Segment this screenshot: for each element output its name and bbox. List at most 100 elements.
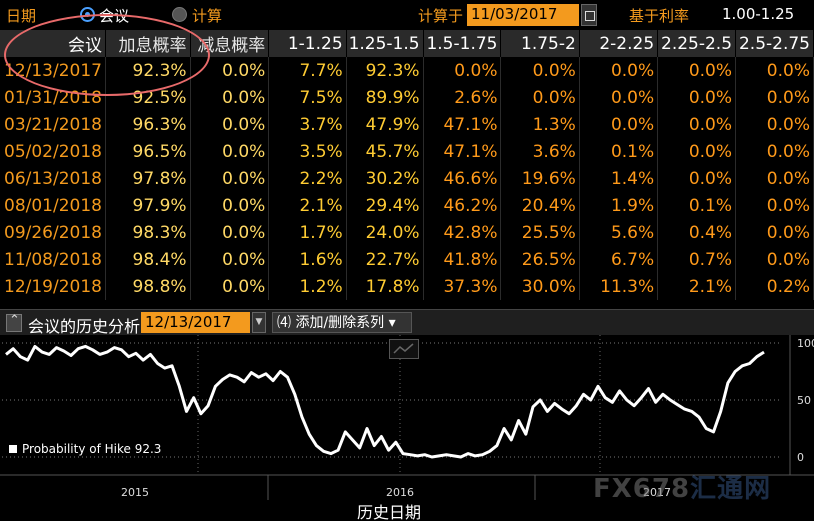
hike-prob-cell: 96.5% <box>105 138 191 165</box>
meeting-date-cell: 12/19/2018 <box>0 273 106 300</box>
collapse-icon[interactable] <box>6 313 22 332</box>
radio-meeting[interactable] <box>80 7 95 22</box>
range-prob-cell: 0.0% <box>735 192 814 219</box>
range-prob-cell: 46.6% <box>423 165 502 192</box>
range-prob-cell: 0.0% <box>500 84 580 111</box>
range-prob-cell: 92.3% <box>346 57 424 84</box>
range-prob-cell: 17.8% <box>346 273 424 300</box>
history-panel-title: 会议的历史分析 <box>28 317 141 336</box>
range-prob-cell: 3.7% <box>268 111 347 138</box>
range-prob-cell: 0.0% <box>579 111 659 138</box>
cut-prob-cell: 0.0% <box>190 84 270 111</box>
range-prob-cell: 1.7% <box>268 219 347 246</box>
meeting-date-cell: 01/31/2018 <box>0 84 106 111</box>
table-row[interactable]: 11/08/2018 98.4% 0.0% 1.6% 22.7% 41.8% 26.5% 6.… <box>0 246 814 273</box>
col-header-range[interactable]: 2-2.25 <box>579 30 659 57</box>
table-row[interactable]: 09/26/2018 98.3% 0.0% 1.7% 24.0% 42.8% 25.5% 5.… <box>0 219 814 246</box>
col-header-range[interactable]: 1-1.25 <box>268 30 347 57</box>
col-header-range[interactable]: 2.25-2.5 <box>657 30 737 57</box>
y-tick-label: 100 <box>797 337 814 350</box>
range-prob-cell: 89.9% <box>346 84 424 111</box>
range-prob-cell: 2.6% <box>423 84 502 111</box>
radio-calc-label[interactable]: 计算 <box>192 7 223 25</box>
range-prob-cell: 0.1% <box>657 192 737 219</box>
table-row[interactable]: 12/13/2017 92.3% 0.0% 7.7% 92.3% 0.0% 0.0% 0.0%… <box>0 57 814 84</box>
range-prob-cell: 7.5% <box>268 84 347 111</box>
range-prob-cell: 0.0% <box>657 57 737 84</box>
range-prob-cell: 0.0% <box>735 165 814 192</box>
top-bar: 日期 会议 计算 计算于 11/03/2017 基于利率 1.00-1.25 <box>0 0 814 30</box>
range-prob-cell: 5.6% <box>579 219 659 246</box>
series-line-probability-of-hike <box>5 344 765 459</box>
cut-prob-cell: 0.0% <box>190 57 270 84</box>
range-prob-cell: 0.7% <box>657 246 737 273</box>
cut-prob-cell: 0.0% <box>190 111 270 138</box>
hike-prob-cell: 98.3% <box>105 219 191 246</box>
y-tick-label: 50 <box>797 394 811 407</box>
range-prob-cell: 25.5% <box>500 219 580 246</box>
x-axis-title: 历史日期 <box>357 503 422 521</box>
range-prob-cell: 30.0% <box>500 273 580 300</box>
table-row[interactable]: 12/19/2018 98.8% 0.0% 1.2% 17.8% 37.3% 30.0% 11… <box>0 273 814 300</box>
range-prob-cell: 0.0% <box>735 111 814 138</box>
hike-prob-cell: 96.3% <box>105 111 191 138</box>
col-header-hike[interactable]: 加息概率 <box>105 30 191 57</box>
table-row[interactable]: 05/02/2018 96.5% 0.0% 3.5% 45.7% 47.1% 3.6% 0.1… <box>0 138 814 165</box>
meeting-date-cell: 03/21/2018 <box>0 111 106 138</box>
chevron-down-icon[interactable]: ▼ <box>252 312 266 333</box>
table-row[interactable]: 01/31/2018 92.5% 0.0% 7.5% 89.9% 2.6% 0.0% 0.0%… <box>0 84 814 111</box>
range-prob-cell: 1.4% <box>579 165 659 192</box>
col-header-meeting[interactable]: 会议 <box>0 30 106 57</box>
hike-prob-cell: 92.5% <box>105 84 191 111</box>
chart-legend: Probability of Hike 92.3 <box>9 442 161 456</box>
radio-meeting-label[interactable]: 会议 <box>99 7 130 25</box>
range-prob-cell: 1.9% <box>579 192 659 219</box>
table-row[interactable]: 06/13/2018 97.8% 0.0% 2.2% 30.2% 46.6% 19.6% 1.… <box>0 165 814 192</box>
watermark-logo: FX678汇通网 <box>593 468 771 505</box>
range-prob-cell: 0.0% <box>735 246 814 273</box>
watermark-cn: 汇通网 <box>690 474 772 504</box>
range-prob-cell: 1.2% <box>268 273 347 300</box>
range-prob-cell: 37.3% <box>423 273 502 300</box>
radio-calc[interactable] <box>172 7 187 22</box>
chart-type-icon[interactable] <box>389 339 419 359</box>
range-prob-cell: 3.6% <box>500 138 580 165</box>
calc-date-input[interactable]: 11/03/2017 <box>467 4 579 26</box>
meeting-date-cell: 05/02/2018 <box>0 138 106 165</box>
range-prob-cell: 0.0% <box>735 84 814 111</box>
meeting-date-select[interactable]: 12/13/2017 <box>141 312 250 333</box>
date-label: 日期 <box>6 7 37 25</box>
range-prob-cell: 0.0% <box>657 111 737 138</box>
probability-table: 会议 加息概率 减息概率 1-1.25 1.25-1.5 1.5-1.75 1.… <box>0 30 814 300</box>
range-prob-cell: 0.0% <box>500 57 580 84</box>
col-header-range[interactable]: 1.75-2 <box>500 30 580 57</box>
hike-prob-cell: 97.8% <box>105 165 191 192</box>
col-header-range[interactable]: 1.5-1.75 <box>423 30 502 57</box>
calendar-icon[interactable] <box>581 4 597 26</box>
col-header-range[interactable]: 2.5-2.75 <box>735 30 814 57</box>
hike-prob-cell: 92.3% <box>105 57 191 84</box>
range-prob-cell: 0.0% <box>657 165 737 192</box>
table-row[interactable]: 03/21/2018 96.3% 0.0% 3.7% 47.9% 47.1% 1.3% 0.0… <box>0 111 814 138</box>
series-icon: ⑷ <box>277 315 296 331</box>
cut-prob-cell: 0.0% <box>190 138 270 165</box>
table-row[interactable]: 08/01/2018 97.9% 0.0% 2.1% 29.4% 46.2% 20.4% 1.… <box>0 192 814 219</box>
range-prob-cell: 0.4% <box>657 219 737 246</box>
range-prob-cell: 46.2% <box>423 192 502 219</box>
range-prob-cell: 0.0% <box>579 57 659 84</box>
meeting-date-cell: 08/01/2018 <box>0 192 106 219</box>
history-panel-bar: 会议的历史分析 12/13/2017 ▼ ⑷ 添加/删除系列 ▾ <box>0 309 814 336</box>
add-remove-series-button[interactable]: ⑷ 添加/删除系列 ▾ <box>272 312 412 333</box>
range-prob-cell: 1.6% <box>268 246 347 273</box>
range-prob-cell: 2.1% <box>657 273 737 300</box>
x-tick-label: 2017 <box>643 486 671 499</box>
range-prob-cell: 2.1% <box>268 192 347 219</box>
meeting-date-cell: 11/08/2018 <box>0 246 106 273</box>
range-prob-cell: 41.8% <box>423 246 502 273</box>
watermark-brand: FX678 <box>593 474 691 504</box>
x-axis-band <box>0 475 814 500</box>
base-rate-value: 1.00-1.25 <box>722 5 795 23</box>
range-prob-cell: 29.4% <box>346 192 424 219</box>
col-header-range[interactable]: 1.25-1.5 <box>346 30 424 57</box>
col-header-cut[interactable]: 减息概率 <box>190 30 270 57</box>
